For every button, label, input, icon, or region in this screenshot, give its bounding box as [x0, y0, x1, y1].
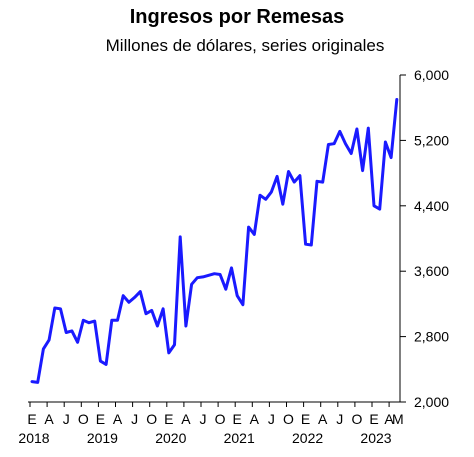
chart-subtitle: Millones de dólares, series originales: [105, 36, 385, 55]
x-tick-month-label: J: [200, 411, 207, 427]
x-tick-month-label: A: [44, 411, 54, 427]
x-tick-month-label: J: [63, 411, 70, 427]
x-tick-year-label: 2021: [224, 430, 255, 446]
x-tick-month-label: A: [384, 411, 394, 427]
x-tick-month-label: A: [250, 411, 260, 427]
x-tick-month-label: O: [78, 411, 89, 427]
x-tick-month-label: E: [369, 411, 378, 427]
x-tick-month-label: A: [113, 411, 123, 427]
x-tick-month-label: E: [164, 411, 173, 427]
x-tick-month-label: J: [131, 411, 138, 427]
x-tick-month-label: J: [336, 411, 343, 427]
chart-title: Ingresos por Remesas: [129, 6, 345, 28]
x-tick-month-label: J: [268, 411, 275, 427]
x-tick-month-label: E: [96, 411, 105, 427]
y-tick-label: 4,400: [414, 198, 449, 214]
x-tick-month-label: E: [27, 411, 36, 427]
series-line-remesas: [30, 98, 399, 384]
x-tick-month-label: O: [146, 411, 157, 427]
x-tick-month-label: M: [392, 411, 404, 427]
x-tick-month-label: O: [351, 411, 362, 427]
x-tick-month-label: O: [283, 411, 294, 427]
y-tick-label: 2,800: [414, 329, 449, 345]
x-tick-year-label: 2018: [18, 430, 49, 446]
x-tick-month-label: A: [181, 411, 191, 427]
x-tick-year-label: 2020: [155, 430, 186, 446]
x-tick-year-label: 2019: [87, 430, 118, 446]
x-tick-month-label: O: [215, 411, 226, 427]
x-tick-month-label: E: [301, 411, 310, 427]
x-tick-month-label: A: [318, 411, 328, 427]
y-tick-label: 5,200: [414, 132, 449, 148]
x-tick-month-label: E: [233, 411, 242, 427]
x-tick-year-label: 2023: [360, 430, 391, 446]
y-tick-label: 3,600: [414, 263, 449, 279]
y-tick-label: 6,000: [414, 67, 449, 83]
y-tick-label: 2,000: [414, 394, 449, 410]
x-tick-year-label: 2022: [292, 430, 323, 446]
